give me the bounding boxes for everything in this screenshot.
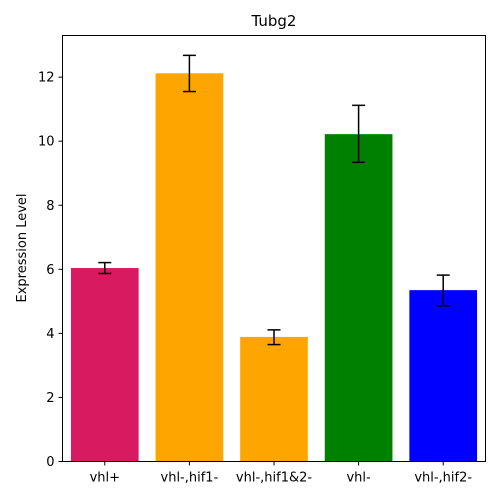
plot-frame (62, 35, 486, 462)
x-tick-label-1: vhl-,hif1- (161, 471, 219, 486)
x-tick-label-2: vhl-,hif1&2- (236, 471, 312, 486)
bar-1 (155, 73, 224, 462)
y-tick-label-2: 4 (46, 327, 54, 342)
chart-title: Tubg2 (251, 12, 297, 30)
error-bar-1 (182, 54, 196, 93)
y-axis: 0 2 4 6 8 10 12 (38, 71, 63, 470)
x-tick-label-4: vhl-,hif2- (414, 471, 472, 486)
y-tick-label-6: 12 (38, 71, 55, 86)
bar-3 (324, 134, 393, 462)
error-bar-2 (267, 329, 281, 346)
error-bar-3 (352, 104, 366, 164)
y-tick-label-0: 0 (46, 455, 54, 470)
error-bars-group (98, 54, 450, 346)
y-axis-title: Expression Level (15, 193, 30, 302)
bar-0 (70, 268, 139, 462)
error-bar-0 (98, 261, 112, 275)
y-tick-label-1: 2 (46, 391, 54, 406)
bar-4 (409, 290, 478, 462)
x-tick-label-3: vhl- (346, 471, 371, 486)
bars-group (70, 73, 478, 462)
x-tick-label-0: vhl+ (90, 471, 120, 486)
y-tick-label-4: 8 (46, 199, 54, 214)
y-tick-label-5: 10 (38, 135, 55, 150)
x-axis: vhl+ vhl-,hif1- vhl-,hif1&2- vhl-vhl-,hif2- (90, 461, 472, 486)
bar-2 (240, 336, 308, 462)
error-bar-4 (436, 274, 450, 307)
y-tick-label-3: 6 (46, 263, 54, 278)
